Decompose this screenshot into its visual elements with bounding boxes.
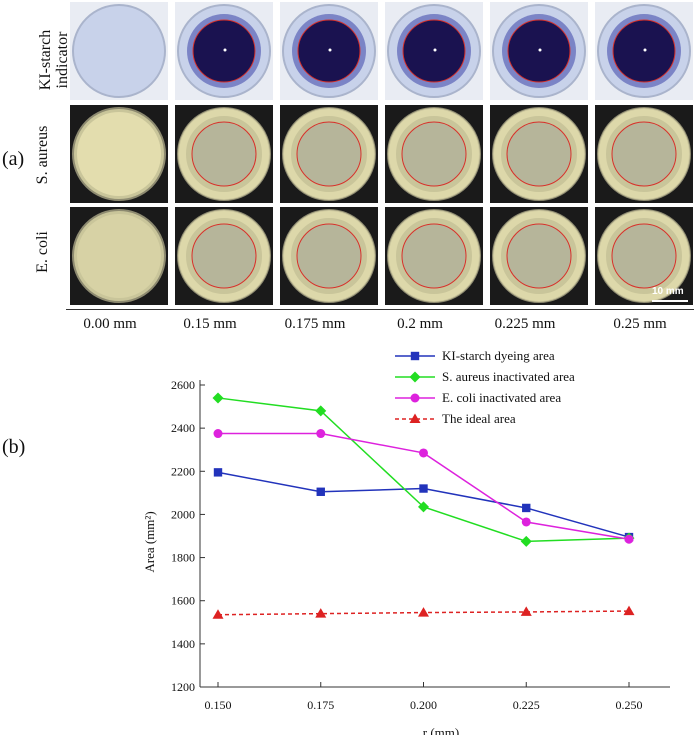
petri-dish-image [70, 2, 168, 100]
legend-marker-2 [410, 393, 420, 403]
scale-bar-label: 10 mm [652, 286, 684, 297]
panel-a-baseline [66, 309, 694, 310]
petri-dish-image [490, 105, 588, 203]
petri-dish-image [280, 105, 378, 203]
legend-label-2: E. coli inactivated area [442, 390, 561, 405]
plate-ec-0 [70, 207, 168, 305]
petri-dish-image [595, 2, 693, 100]
legend-marker-0 [410, 351, 420, 361]
legend-label-1: S. aureus inactivated area [442, 369, 575, 384]
row-label-ki-starch: KI-starch indicator [37, 10, 73, 110]
y-tick-label-1: 1400 [171, 637, 195, 651]
series-1-point-2 [418, 501, 429, 513]
plate-ki-3 [385, 2, 483, 100]
plate-ec-2 [280, 207, 378, 305]
legend-marker-3 [409, 413, 421, 423]
row-label-s-aureus: S. aureus [34, 125, 51, 185]
y-tick-label-5: 2200 [171, 464, 195, 478]
x-tick-label-0: 0.150 [205, 698, 232, 712]
y-tick-label-6: 2400 [171, 421, 195, 435]
series-1-point-3 [520, 535, 532, 547]
petri-dish-image [280, 207, 378, 305]
series-0-point-2 [419, 484, 428, 493]
row-label-ki-starch-text: KI-starch indicator [37, 29, 71, 91]
plate-ki-0 [70, 2, 168, 100]
row-label-e-coli: E. coli [34, 231, 51, 273]
x-tick-label-1: 0.175 [307, 698, 334, 712]
y-tick-label-7: 2600 [171, 378, 195, 392]
y-tick-label-2: 1600 [171, 594, 195, 608]
x-tick-label-3: 0.225 [513, 698, 540, 712]
series-0-point-0 [213, 468, 223, 477]
series-2-point-0 [213, 429, 223, 439]
petri-dish-image [490, 2, 588, 100]
petri-dish-image [70, 207, 168, 305]
y-tick-label-0: 1200 [171, 680, 195, 694]
petri-dish-image [385, 207, 483, 305]
column-label-3: 0.2 mm [397, 316, 443, 332]
petri-dish-image [385, 2, 483, 100]
plate-ki-1 [175, 2, 273, 100]
petri-dish-image [385, 105, 483, 203]
petri-dish-image [175, 105, 273, 203]
plate-sa-0 [70, 105, 168, 203]
petri-dish-image [490, 207, 588, 305]
series-3-point-4 [623, 605, 635, 616]
plate-ki-5 [595, 2, 693, 100]
y-tick-label-4: 2000 [171, 507, 195, 521]
series-1-point-1 [315, 405, 327, 417]
x-tick-label-4: 0.250 [616, 698, 643, 712]
plate-sa-3 [385, 105, 483, 203]
column-label-4: 0.225 mm [494, 316, 556, 332]
petri-dish-image [175, 207, 273, 305]
line-chart: 1200 1400 1600 1800 2000 2200 2400 2600 0.150 0.1… [142, 350, 670, 735]
legend-label-0: KI-starch dyeing area [442, 350, 555, 363]
plate-sa-1 [175, 105, 273, 203]
plate-ec-3 [385, 207, 483, 305]
series-3-point-2 [418, 607, 429, 617]
x-axis-title: r (mm) [423, 725, 459, 735]
series-2-point-2 [419, 448, 428, 458]
petri-dish-image [595, 105, 693, 203]
series-0-point-1 [316, 487, 325, 496]
petri-dish-image [70, 105, 168, 203]
plate-sa-5 [595, 105, 693, 203]
column-label-2: 0.175 mm [284, 316, 346, 332]
panel-b-label: (b) [2, 436, 26, 458]
x-tick-label-2: 0.200 [410, 698, 437, 712]
column-label-5: 0.25 mm [613, 316, 667, 332]
series-3-point-1 [315, 608, 327, 618]
panel-a-label: (a) [2, 148, 25, 170]
series-0-point-3 [522, 503, 531, 513]
column-label-1: 0.15 mm [183, 316, 237, 332]
legend-label-3: The ideal area [442, 411, 516, 426]
series-2-point-4 [624, 534, 634, 544]
scale-bar [652, 300, 688, 302]
series-3-point-3 [520, 606, 532, 616]
plate-ki-2 [280, 2, 378, 100]
series-1-point-0 [212, 392, 224, 404]
y-axis-title: Area (mm²) [142, 511, 157, 572]
y-tick-label-3: 1800 [171, 551, 195, 565]
plate-sa-2 [280, 105, 378, 203]
petri-dish-image [175, 2, 273, 100]
plate-sa-4 [490, 105, 588, 203]
legend-marker-1 [409, 371, 421, 383]
petri-dish-image [595, 207, 693, 305]
column-label-0: 0.00 mm [83, 316, 137, 332]
plate-ec-1 [175, 207, 273, 305]
plate-ec-5 [595, 207, 693, 305]
plate-ec-4 [490, 207, 588, 305]
series-2-point-1 [316, 429, 326, 439]
series-2-point-3 [521, 517, 531, 527]
plate-ki-4 [490, 2, 588, 100]
series-3-point-0 [212, 609, 224, 619]
petri-dish-image [280, 2, 378, 100]
